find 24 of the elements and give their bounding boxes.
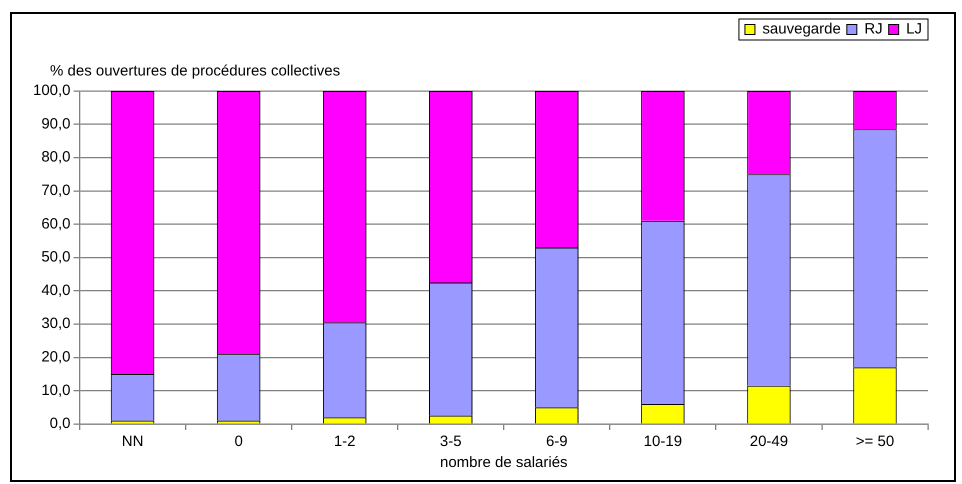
y-axis-title: % des ouvertures de procédures collectives — [50, 62, 340, 80]
x-tick-label: 0 — [234, 433, 243, 450]
legend-label: sauvegarde — [762, 20, 841, 38]
legend-label: LJ — [906, 20, 922, 38]
x-axis-title: nombre de salariés — [440, 454, 568, 472]
y-tick-label: 10,0 — [41, 382, 71, 399]
x-tick-label: 1-2 — [334, 433, 356, 450]
y-tick-label: 90,0 — [41, 115, 71, 132]
y-tick-label: 50,0 — [41, 248, 71, 266]
x-tick-label: >= 50 — [856, 433, 894, 450]
legend-label: RJ — [864, 20, 883, 38]
y-tick-label: 30,0 — [41, 315, 71, 332]
y-tick-label: 70,0 — [41, 182, 71, 200]
x-tick-label: NN — [122, 433, 144, 450]
x-tick-label: 10-19 — [644, 433, 682, 450]
y-tick-label: 40,0 — [41, 282, 71, 299]
y-tick-label: 80,0 — [41, 148, 71, 166]
y-tick-label: 100,0 — [32, 82, 71, 100]
x-tick-label: 20-49 — [750, 433, 788, 450]
y-tick-label: 60,0 — [41, 215, 71, 232]
x-tick-label: 6-9 — [546, 433, 568, 450]
y-tick-label: 20,0 — [41, 348, 71, 366]
y-tick-label: 0,0 — [50, 415, 71, 432]
x-tick-label: 3-5 — [440, 433, 462, 450]
